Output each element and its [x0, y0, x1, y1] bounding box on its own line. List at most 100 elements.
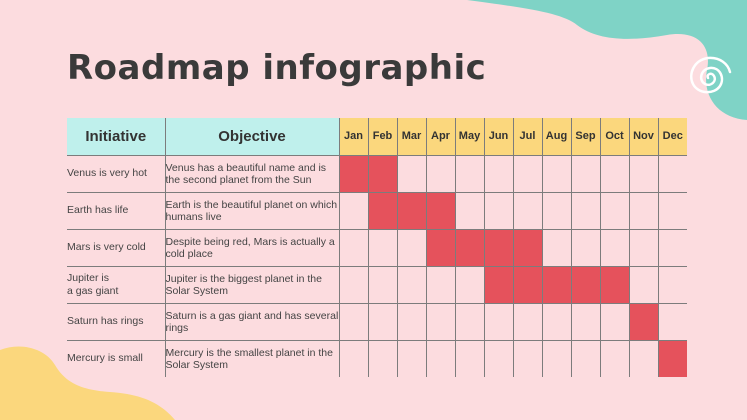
timeline-cell [599, 192, 629, 230]
objective-cell: Earth is the beautiful planet on which h… [164, 192, 339, 230]
timeline-cell [628, 154, 658, 193]
timeline-cell [512, 340, 542, 377]
timeline-cell [541, 154, 571, 193]
timeline-cell [599, 340, 629, 377]
timeline-cell [396, 266, 426, 304]
timeline-bar-cell [541, 266, 571, 304]
timeline-cell [512, 303, 542, 341]
table-row: Jupiter is a gas giant Jupiter is the big… [67, 266, 687, 304]
timeline-cell [483, 154, 513, 193]
timeline-cell [367, 303, 397, 341]
table-row: Venus is very hot Venus has a beautiful n… [67, 154, 687, 193]
timeline-cell [454, 154, 484, 193]
timeline-bar-cell [570, 266, 600, 304]
yellow-blob-decoration [0, 346, 175, 420]
timeline-cell [483, 192, 513, 230]
timeline-cell [396, 303, 426, 341]
month-header-may: May [454, 118, 484, 155]
objective-cell: Jupiter is the biggest planet in the Sol… [164, 266, 339, 304]
timeline-cell [628, 229, 658, 267]
timeline-cell [396, 229, 426, 267]
timeline-cell [657, 266, 687, 304]
timeline-cell [570, 154, 600, 193]
timeline-cell [628, 192, 658, 230]
initiative-cell: Saturn has rings [67, 303, 165, 341]
table-row: Mars is very cold Despite being red, Mars… [67, 229, 687, 267]
timeline-cell [338, 340, 368, 377]
teal-blob-decoration [467, 0, 747, 120]
timeline-cell [367, 266, 397, 304]
timeline-cell [396, 154, 426, 193]
roadmap-table: Initiative Objective Jan Feb Mar Apr May… [67, 118, 687, 377]
timeline-cell [657, 192, 687, 230]
timeline-cell [454, 303, 484, 341]
month-header-feb: Feb [367, 118, 397, 155]
timeline-bar-cell [483, 266, 513, 304]
timeline-bar-cell [338, 154, 368, 193]
timeline-cell [599, 229, 629, 267]
month-header-jul: Jul [512, 118, 542, 155]
timeline-cell [425, 340, 455, 377]
page-title: Roadmap infographic [67, 48, 487, 88]
month-header-jan: Jan [338, 118, 368, 155]
timeline-cell [657, 229, 687, 267]
timeline-cell [425, 303, 455, 341]
timeline-cell [367, 229, 397, 267]
timeline-cell [570, 340, 600, 377]
month-header-jun: Jun [483, 118, 513, 155]
timeline-cell [454, 192, 484, 230]
timeline-bar-cell [512, 229, 542, 267]
month-header-sep: Sep [570, 118, 600, 155]
initiative-cell: Earth has life [67, 192, 165, 230]
timeline-cell [338, 192, 368, 230]
timeline-cell [396, 340, 426, 377]
timeline-cell [512, 154, 542, 193]
timeline-cell [338, 266, 368, 304]
timeline-cell [425, 266, 455, 304]
objective-header: Objective [164, 118, 339, 155]
objective-cell: Mercury is the smallest planet in the So… [164, 340, 339, 377]
timeline-bar-cell [512, 266, 542, 304]
timeline-cell [570, 192, 600, 230]
timeline-cell [338, 303, 368, 341]
initiative-cell: Venus is very hot [67, 154, 165, 193]
timeline-cell [657, 154, 687, 193]
initiative-header: Initiative [67, 118, 165, 155]
timeline-bar-cell [425, 229, 455, 267]
month-header-oct: Oct [599, 118, 629, 155]
timeline-cell [483, 303, 513, 341]
timeline-cell [599, 154, 629, 193]
timeline-bar-cell [628, 303, 658, 341]
timeline-cell [454, 340, 484, 377]
timeline-cell [628, 266, 658, 304]
month-header-apr: Apr [425, 118, 455, 155]
timeline-bar-cell [454, 229, 484, 267]
timeline-bar-cell [483, 229, 513, 267]
month-header-dec: Dec [657, 118, 687, 155]
table-row: Saturn has rings Saturn is a gas giant an… [67, 303, 687, 341]
timeline-bar-cell [599, 266, 629, 304]
month-header-aug: Aug [541, 118, 571, 155]
timeline-cell [541, 229, 571, 267]
timeline-cell [338, 229, 368, 267]
objective-cell: Despite being red, Mars is actually a co… [164, 229, 339, 267]
swirl-icon [690, 56, 732, 94]
timeline-cell [454, 266, 484, 304]
objective-cell: Venus has a beautiful name and is the se… [164, 154, 339, 193]
table-row: Earth has life Earth is the beautiful pla… [67, 192, 687, 230]
initiative-cell: Jupiter is a gas giant [67, 266, 165, 304]
timeline-bar-cell [425, 192, 455, 230]
timeline-cell [599, 303, 629, 341]
timeline-bar-cell [396, 192, 426, 230]
timeline-cell [541, 303, 571, 341]
timeline-cell [367, 340, 397, 377]
timeline-cell [570, 229, 600, 267]
timeline-bar-cell [367, 154, 397, 193]
timeline-cell [512, 192, 542, 230]
table-row: Mercury is small Mercury is the smallest … [67, 340, 687, 377]
header-row: Initiative Objective Jan Feb Mar Apr May… [67, 118, 687, 155]
timeline-cell [541, 192, 571, 230]
timeline-cell [628, 340, 658, 377]
objective-cell: Saturn is a gas giant and has several ri… [164, 303, 339, 341]
initiative-cell: Mercury is small [67, 352, 143, 365]
